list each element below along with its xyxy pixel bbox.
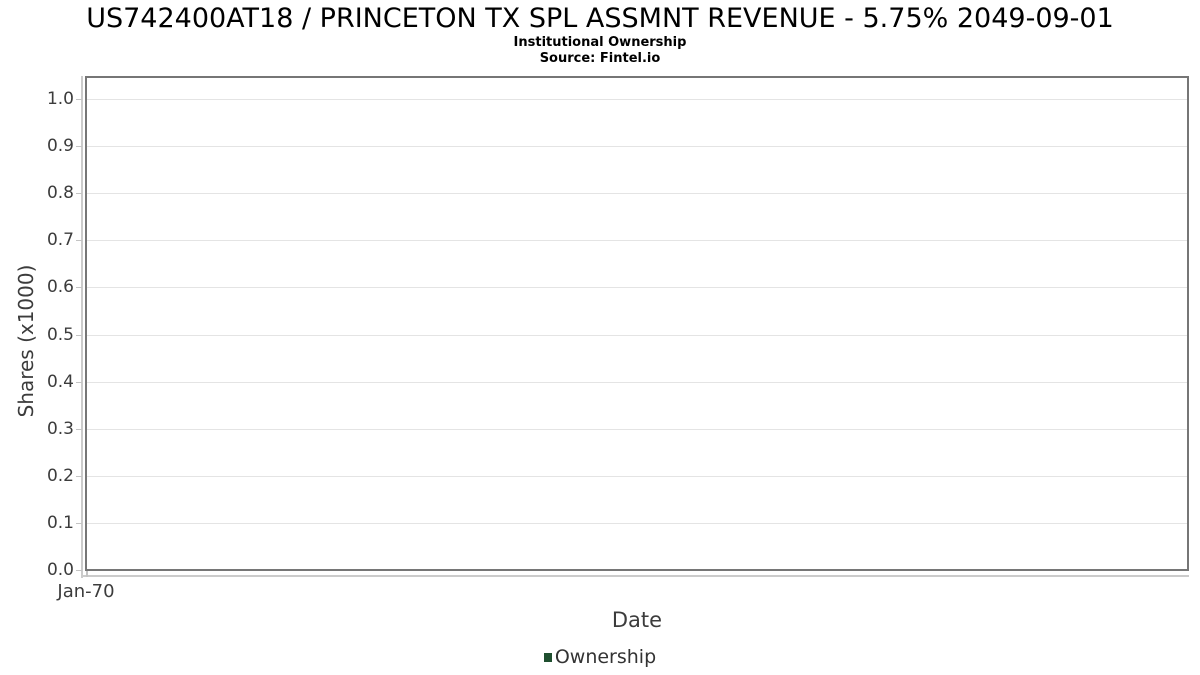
y-tick-label: 0.6 (46, 277, 74, 298)
chart-source: Source: Fintel.io (539, 51, 661, 66)
y-tick-mark (76, 429, 82, 430)
gridline (87, 287, 1187, 289)
y-tick-label: 0.4 (46, 371, 74, 392)
y-axis-line (81, 76, 83, 578)
chart-title: US742400AT18 / PRINCETON TX SPL ASSMNT R… (86, 3, 1114, 34)
gridline (87, 334, 1187, 336)
gridline (87, 240, 1187, 242)
gridline (87, 193, 1187, 195)
x-tick-label: Jan-70 (57, 581, 115, 602)
y-axis-label: Shares (x1000) (14, 264, 38, 418)
y-tick-mark (76, 99, 82, 100)
gridline (87, 146, 1187, 148)
gridline (87, 381, 1187, 383)
y-tick-mark (76, 476, 82, 477)
y-tick-mark (76, 523, 82, 524)
legend-marker-ownership (543, 652, 552, 662)
x-tick-mark (86, 571, 88, 577)
y-tick-label: 0.8 (46, 183, 74, 204)
y-tick-label: 0.0 (46, 560, 74, 580)
y-tick-mark (76, 287, 82, 288)
y-tick-label: 0.7 (46, 230, 74, 251)
y-tick-label: 0.2 (46, 465, 74, 486)
y-tick-mark (76, 382, 82, 383)
legend-label: Ownership (554, 646, 657, 668)
y-tick-mark (76, 146, 82, 147)
y-tick-label: 0.5 (46, 324, 74, 345)
gridline (87, 99, 1187, 100)
y-tick-label: 0.3 (46, 418, 74, 439)
y-tick-mark (76, 335, 82, 336)
y-tick-mark (76, 193, 82, 194)
y-tick-mark (76, 240, 82, 241)
x-axis-line (81, 575, 1189, 577)
y-tick-label: 0.1 (46, 512, 74, 533)
plot-area (85, 76, 1189, 571)
gridline (87, 428, 1187, 430)
gridline (87, 522, 1187, 524)
x-axis-label: Date (611, 608, 663, 632)
legend: Ownership (0, 646, 1200, 668)
y-tick-label: 0.9 (46, 136, 74, 157)
y-tick-label: 1.0 (46, 89, 74, 109)
y-tick-mark (76, 570, 82, 571)
gridline (87, 475, 1187, 477)
chart-subtitle: Institutional Ownership (513, 35, 687, 50)
